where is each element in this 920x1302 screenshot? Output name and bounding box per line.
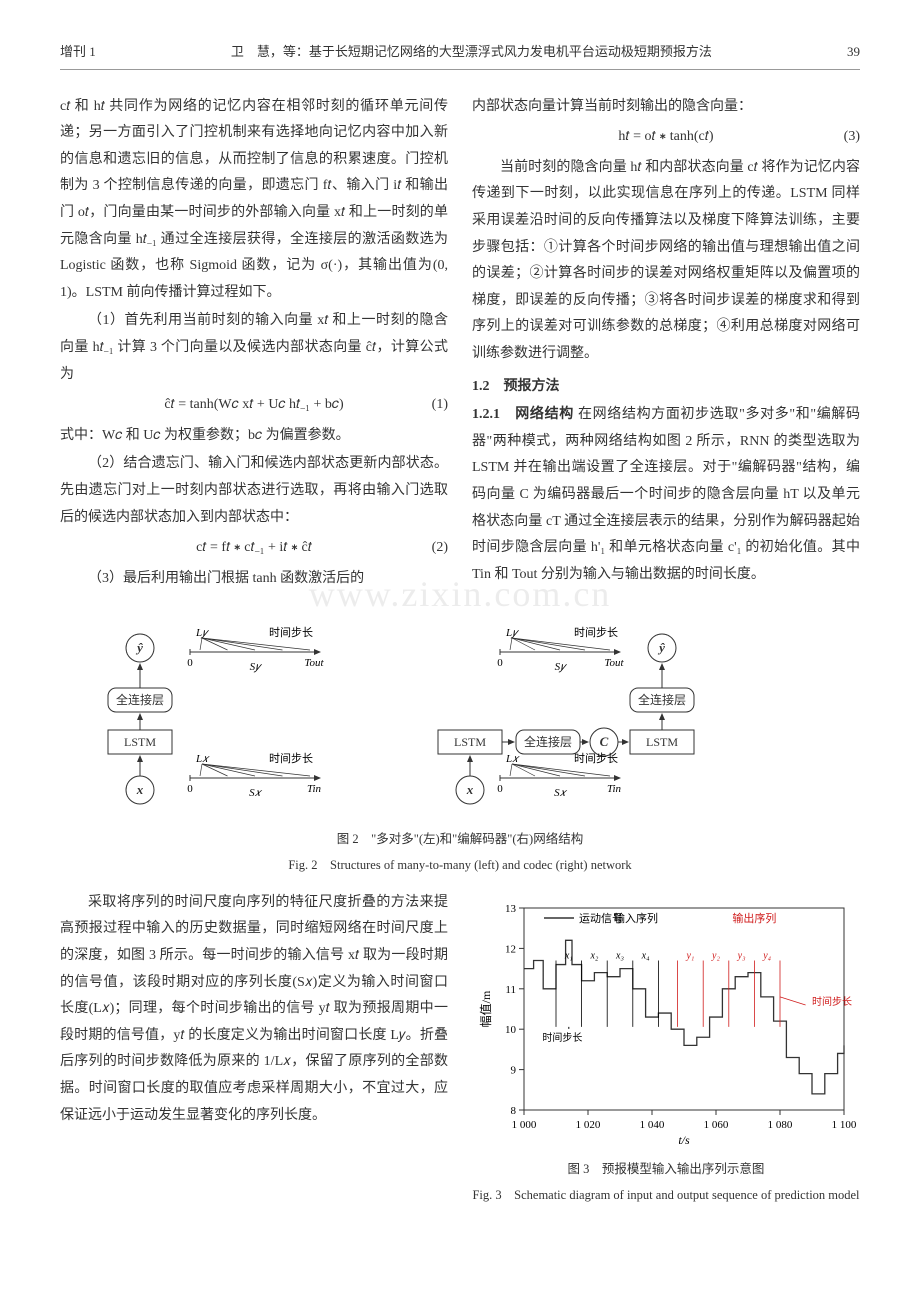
svg-text:Tin: Tin — [607, 783, 622, 795]
svg-text:8: 8 — [511, 1105, 517, 1117]
section-1-2-1-label: 1.2.1 网络结构 — [472, 407, 574, 422]
svg-text:时间步长: 时间步长 — [574, 626, 618, 639]
equation-1-note: 式中：W𝑐 和 U𝑐 为权重参数；b𝑐 为偏置参数。 — [60, 423, 448, 450]
left2-paragraph-1: 采取将序列的时间尺度向序列的特征尺度折叠的方法来提高预报过程中输入的历史数据量，… — [60, 890, 448, 1129]
section-1-2-1-body: 在网络结构方面初步选取"多对多"和"编解码器"两种模式，两种网络结构如图 2 所… — [472, 407, 860, 582]
svg-text:0: 0 — [187, 783, 193, 795]
svg-text:y₃: y₃ — [737, 950, 746, 961]
header-right: 39 — [847, 40, 860, 65]
section-1-2-1: 1.2.1 网络结构 在网络结构方面初步选取"多对多"和"编解码器"两种模式，两… — [472, 402, 860, 588]
svg-text:幅值/m: 幅值/m — [478, 990, 493, 1027]
svg-text:1 020: 1 020 — [576, 1119, 601, 1131]
figure-3-svg: 1 000 1 020 1 040 1 060 1 080 1 100 8 9 10 11 12 13… — [476, 890, 856, 1150]
svg-text:L𝑥: L𝑥 — [195, 753, 210, 765]
svg-text:全连接层: 全连接层 — [638, 692, 686, 707]
svg-text:全连接层: 全连接层 — [524, 734, 572, 749]
figure-2: x LSTM 全连接层 ŷ 0 Tout S𝑦 L𝑦 时间步长 0 Tin S𝑥 L𝑥 时间步长 x LSTM… — [60, 610, 860, 878]
svg-text:输出序列: 输出序列 — [732, 911, 776, 925]
figure-2-caption-cn: 图 2 "多对多"(左)和"编解码器"(右)网络结构 — [337, 832, 583, 846]
left-paragraph-1: c𝑡 和 h𝑡 共同作为网络的记忆内容在相邻时刻的循环单元间传递；另一方面引入了… — [60, 94, 448, 307]
svg-text:0: 0 — [497, 657, 503, 669]
section-1-2-title: 1.2 预报方法 — [472, 374, 860, 401]
svg-text:L𝑥: L𝑥 — [505, 753, 520, 765]
svg-text:时间步长: 时间步长 — [542, 1031, 582, 1044]
svg-text:S𝑥: S𝑥 — [554, 787, 568, 799]
equation-1-body: ĉ𝑡 = tanh(W𝑐 x𝑡 + U𝑐 h𝑡₋₁ + b𝑐) — [164, 392, 343, 419]
figure-3-caption-cn: 图 3 预报模型输入输出序列示意图 — [568, 1162, 765, 1176]
left-item-3: （3）最后利用输出门根据 tanh 函数激活后的 — [60, 566, 448, 593]
svg-text:t/s: t/s — [678, 1133, 690, 1147]
svg-text:x₄: x₄ — [641, 950, 650, 961]
svg-text:9: 9 — [511, 1064, 517, 1076]
equation-1-number: (1) — [432, 392, 448, 419]
right-paragraph-2: 当前时刻的隐含向量 h𝑡 和内部状态向量 c𝑡 将作为记忆内容传递到下一时刻，以… — [472, 155, 860, 368]
svg-text:时间步长: 时间步长 — [269, 626, 313, 639]
svg-text:S𝑦: S𝑦 — [250, 661, 263, 673]
svg-text:x: x — [466, 782, 474, 797]
svg-text:C: C — [600, 734, 609, 749]
svg-text:Tin: Tin — [307, 783, 322, 795]
svg-text:1 000: 1 000 — [512, 1119, 537, 1131]
svg-text:12: 12 — [505, 943, 516, 955]
svg-text:Tout: Tout — [604, 657, 624, 669]
header-left: 增刊 1 — [60, 40, 96, 65]
svg-text:L𝑦: L𝑦 — [505, 627, 519, 639]
svg-text:x: x — [136, 782, 144, 797]
equation-2-number: (2) — [432, 535, 448, 562]
page-header: 增刊 1 卫 慧，等：基于长短期记忆网络的大型漂浮式风力发电机平台运动极短期预报… — [60, 40, 860, 70]
svg-text:Tout: Tout — [304, 657, 324, 669]
svg-text:ŷ: ŷ — [135, 640, 143, 655]
figure-2-caption-en: Fig. 2 Structures of many-to-many (left)… — [60, 854, 860, 878]
figure-2-svg: x LSTM 全连接层 ŷ 0 Tout S𝑦 L𝑦 时间步长 0 Tin S𝑥 L𝑥 时间步长 x LSTM… — [70, 610, 850, 820]
equation-2: c𝑡 = f𝑡 ∗ c𝑡₋₁ + i𝑡 ∗ ĉ𝑡 (2) — [60, 535, 448, 562]
svg-text:1 100: 1 100 — [832, 1119, 856, 1131]
equation-3-body: h𝑡 = o𝑡 ∗ tanh(c𝑡) — [618, 124, 713, 151]
svg-text:S𝑥: S𝑥 — [249, 787, 263, 799]
svg-text:y₁: y₁ — [685, 950, 694, 961]
svg-text:0: 0 — [497, 783, 503, 795]
svg-text:L𝑦: L𝑦 — [195, 627, 209, 639]
svg-text:时间步长: 时间步长 — [574, 752, 618, 765]
svg-text:ŷ: ŷ — [657, 640, 665, 655]
svg-text:y₂: y₂ — [711, 950, 720, 961]
svg-text:x₂: x₂ — [589, 950, 598, 961]
equation-1: ĉ𝑡 = tanh(W𝑐 x𝑡 + U𝑐 h𝑡₋₁ + b𝑐) (1) — [60, 392, 448, 419]
svg-text:0: 0 — [187, 657, 193, 669]
equation-2-body: c𝑡 = f𝑡 ∗ c𝑡₋₁ + i𝑡 ∗ ĉ𝑡 — [196, 535, 312, 562]
svg-text:13: 13 — [505, 903, 517, 915]
svg-text:11: 11 — [505, 984, 516, 996]
equation-3: h𝑡 = o𝑡 ∗ tanh(c𝑡) (3) — [472, 124, 860, 151]
svg-text:y₄: y₄ — [762, 950, 771, 961]
svg-text:1 060: 1 060 — [704, 1119, 729, 1131]
svg-text:LSTM: LSTM — [454, 735, 486, 749]
svg-text:LSTM: LSTM — [124, 735, 156, 749]
svg-text:x₃: x₃ — [615, 950, 624, 961]
svg-text:S𝑦: S𝑦 — [555, 661, 568, 673]
equation-3-number: (3) — [844, 124, 860, 151]
svg-text:时间步长: 时间步长 — [812, 995, 852, 1008]
svg-text:全连接层: 全连接层 — [116, 692, 164, 707]
left-item-2: （2）结合遗忘门、输入门和候选内部状态更新内部状态。先由遗忘门对上一时刻内部状态… — [60, 451, 448, 531]
svg-text:x₁: x₁ — [564, 950, 573, 961]
right-paragraph-1: 内部状态向量计算当前时刻输出的隐含向量： — [472, 94, 860, 121]
svg-text:10: 10 — [505, 1024, 517, 1036]
svg-text:时间步长: 时间步长 — [269, 752, 313, 765]
svg-text:1 040: 1 040 — [640, 1119, 665, 1131]
left-item-1: （1）首先利用当前时刻的输入向量 x𝑡 和上一时刻的隐含向量 h𝑡₋₁ 计算 3… — [60, 308, 448, 388]
svg-text:输入序列: 输入序列 — [614, 911, 658, 925]
svg-text:1 080: 1 080 — [768, 1119, 793, 1131]
figure-3-caption-en: Fig. 3 Schematic diagram of input and ou… — [472, 1184, 860, 1208]
svg-text:LSTM: LSTM — [646, 735, 678, 749]
header-center: 卫 慧，等：基于长短期记忆网络的大型漂浮式风力发电机平台运动极短期预报方法 — [231, 40, 712, 65]
